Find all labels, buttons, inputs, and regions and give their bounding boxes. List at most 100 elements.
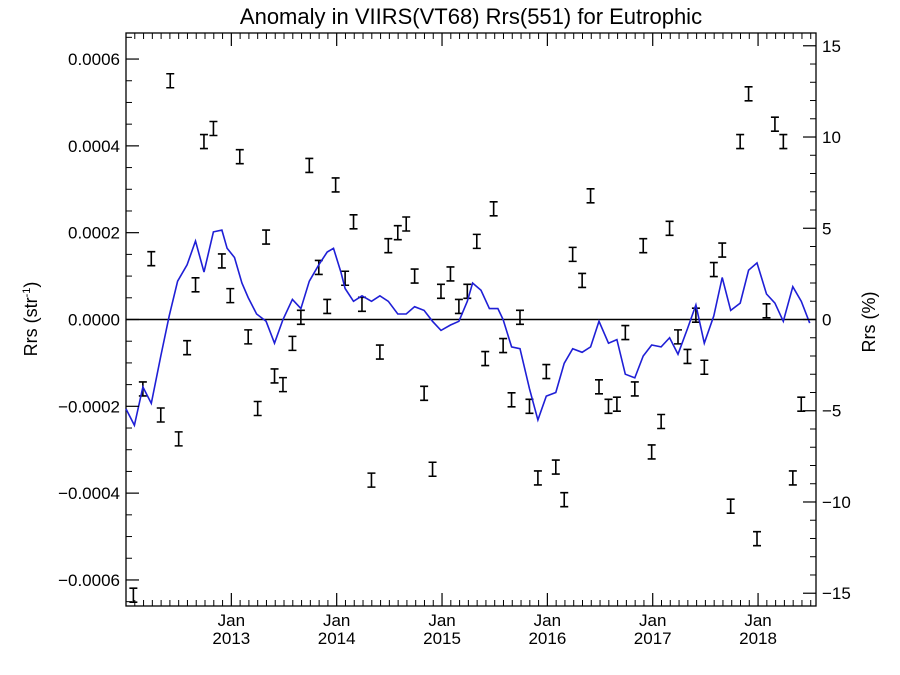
- errorbar-point: [226, 287, 235, 304]
- chart-title: Anomaly in VIIRS(VT68) Rrs(551) for Eutr…: [240, 4, 702, 29]
- errorbar-point: [639, 237, 648, 254]
- errorbar-point: [630, 381, 639, 397]
- errorbar-point: [253, 400, 262, 417]
- errorbar-point: [129, 587, 138, 603]
- x-tick-label-month: Jan: [639, 611, 666, 630]
- errorbar-point: [463, 283, 472, 300]
- errorbar-point: [375, 344, 384, 360]
- errorbar-point: [384, 237, 393, 254]
- y-right-tick-label: 15: [822, 37, 841, 56]
- errorbar-point: [436, 283, 445, 300]
- errorbar-point: [147, 250, 156, 267]
- errorbar-point: [446, 266, 455, 282]
- x-tick-label-year: 2016: [528, 629, 566, 648]
- errorbar-point: [191, 276, 200, 293]
- errorbar-point: [270, 368, 279, 384]
- y-left-tick-label: −0.0004: [58, 484, 120, 503]
- errorbar-point: [199, 133, 208, 150]
- errorbar-point: [657, 413, 666, 430]
- errorbar-point: [314, 259, 323, 276]
- x-tick-label-month: Jan: [534, 611, 561, 630]
- y-left-tick-label: 0.0004: [68, 137, 120, 156]
- errorbar-point: [209, 120, 218, 137]
- y-axis-right-label: Rrs (%): [859, 292, 879, 353]
- x-tick-label-month: Jan: [218, 611, 245, 630]
- errorbar-point: [367, 472, 376, 488]
- errorbar-point: [278, 376, 287, 393]
- errorbar-point: [744, 85, 753, 102]
- y-right-tick-label: −5: [822, 402, 841, 421]
- errorbar-point: [183, 339, 192, 356]
- errorbar-point: [770, 116, 779, 132]
- errorbar-point: [709, 261, 718, 278]
- x-tick-label-month: Jan: [428, 611, 455, 630]
- errorbar-point: [515, 309, 524, 326]
- x-tick-label-year: 2017: [634, 629, 672, 648]
- errorbar-point: [428, 461, 437, 478]
- errorbar-point: [578, 272, 587, 289]
- errorbar-series: [129, 72, 806, 603]
- x-tick-label-year: 2018: [739, 629, 777, 648]
- errorbar-point: [586, 187, 595, 204]
- y-right-tick-label: −15: [822, 584, 851, 603]
- errorbar-point: [647, 444, 656, 460]
- y-left-tick-label: 0.0002: [68, 224, 120, 243]
- errorbar-point: [393, 224, 402, 241]
- y-axis-left: 0.0006 0.0004 0.0002 0.0000 −0.0002 −0.0004 −0…: [58, 36, 139, 603]
- y-left-tick-label: −0.0006: [58, 571, 120, 590]
- x-tick-label-month: Jan: [744, 611, 771, 630]
- errorbar-point: [612, 396, 621, 412]
- errorbar-point: [788, 470, 797, 486]
- errorbar-point: [296, 309, 305, 326]
- errorbar-point: [533, 470, 542, 486]
- errorbar-point: [674, 329, 682, 345]
- errorbar-point: [341, 270, 350, 287]
- errorbar-point: [726, 498, 735, 514]
- errorbar-point: [288, 335, 297, 352]
- errorbar-point: [779, 133, 788, 150]
- errorbar-point: [560, 491, 569, 508]
- errorbar-point: [349, 214, 358, 230]
- y-left-tick-label: 0.0006: [68, 50, 120, 69]
- errorbar-point: [454, 298, 463, 315]
- y-right-tick-label: 5: [822, 219, 831, 238]
- errorbar-point: [420, 385, 429, 402]
- errorbar-point: [472, 233, 481, 250]
- errorbar-point: [621, 324, 630, 341]
- errorbar-point: [797, 396, 806, 412]
- errorbar-point: [305, 157, 314, 174]
- errorbar-point: [753, 530, 762, 547]
- errorbar-point: [683, 348, 692, 365]
- errorbar-point: [736, 133, 745, 150]
- errorbar-point: [331, 177, 340, 193]
- errorbar-point: [166, 72, 175, 89]
- errorbar-point: [357, 296, 366, 313]
- errorbar-point: [499, 337, 508, 354]
- errorbar-point: [410, 268, 419, 284]
- errorbar-point: [542, 363, 551, 380]
- errorbar-point: [262, 229, 271, 245]
- errorbar-point: [568, 246, 577, 263]
- x-tick-label-year: 2015: [423, 629, 461, 648]
- x-tick-label-year: 2013: [212, 629, 250, 648]
- y-right-tick-label: −10: [822, 493, 851, 512]
- errorbar-point: [665, 220, 674, 237]
- errorbar-point: [700, 359, 709, 376]
- x-tick-label-month: Jan: [323, 611, 350, 630]
- errorbar-point: [481, 350, 490, 367]
- y-right-tick-label: 10: [822, 128, 841, 147]
- errorbar-point: [551, 459, 560, 475]
- errorbar-point: [489, 201, 498, 217]
- errorbar-point: [235, 148, 244, 165]
- errorbar-point: [762, 303, 771, 319]
- anomaly-line-series: [125, 229, 811, 428]
- y-axis-left-label: Rrs (str-1): [21, 282, 41, 357]
- errorbar-point: [604, 398, 613, 415]
- errorbar-point: [244, 329, 253, 345]
- y-left-tick-label: −0.0002: [58, 397, 120, 416]
- x-axis: Jan2013Jan2014Jan2015Jan2016Jan2017Jan20…: [134, 33, 812, 648]
- errorbar-point: [402, 216, 411, 232]
- y-left-tick-label: 0.0000: [68, 311, 120, 330]
